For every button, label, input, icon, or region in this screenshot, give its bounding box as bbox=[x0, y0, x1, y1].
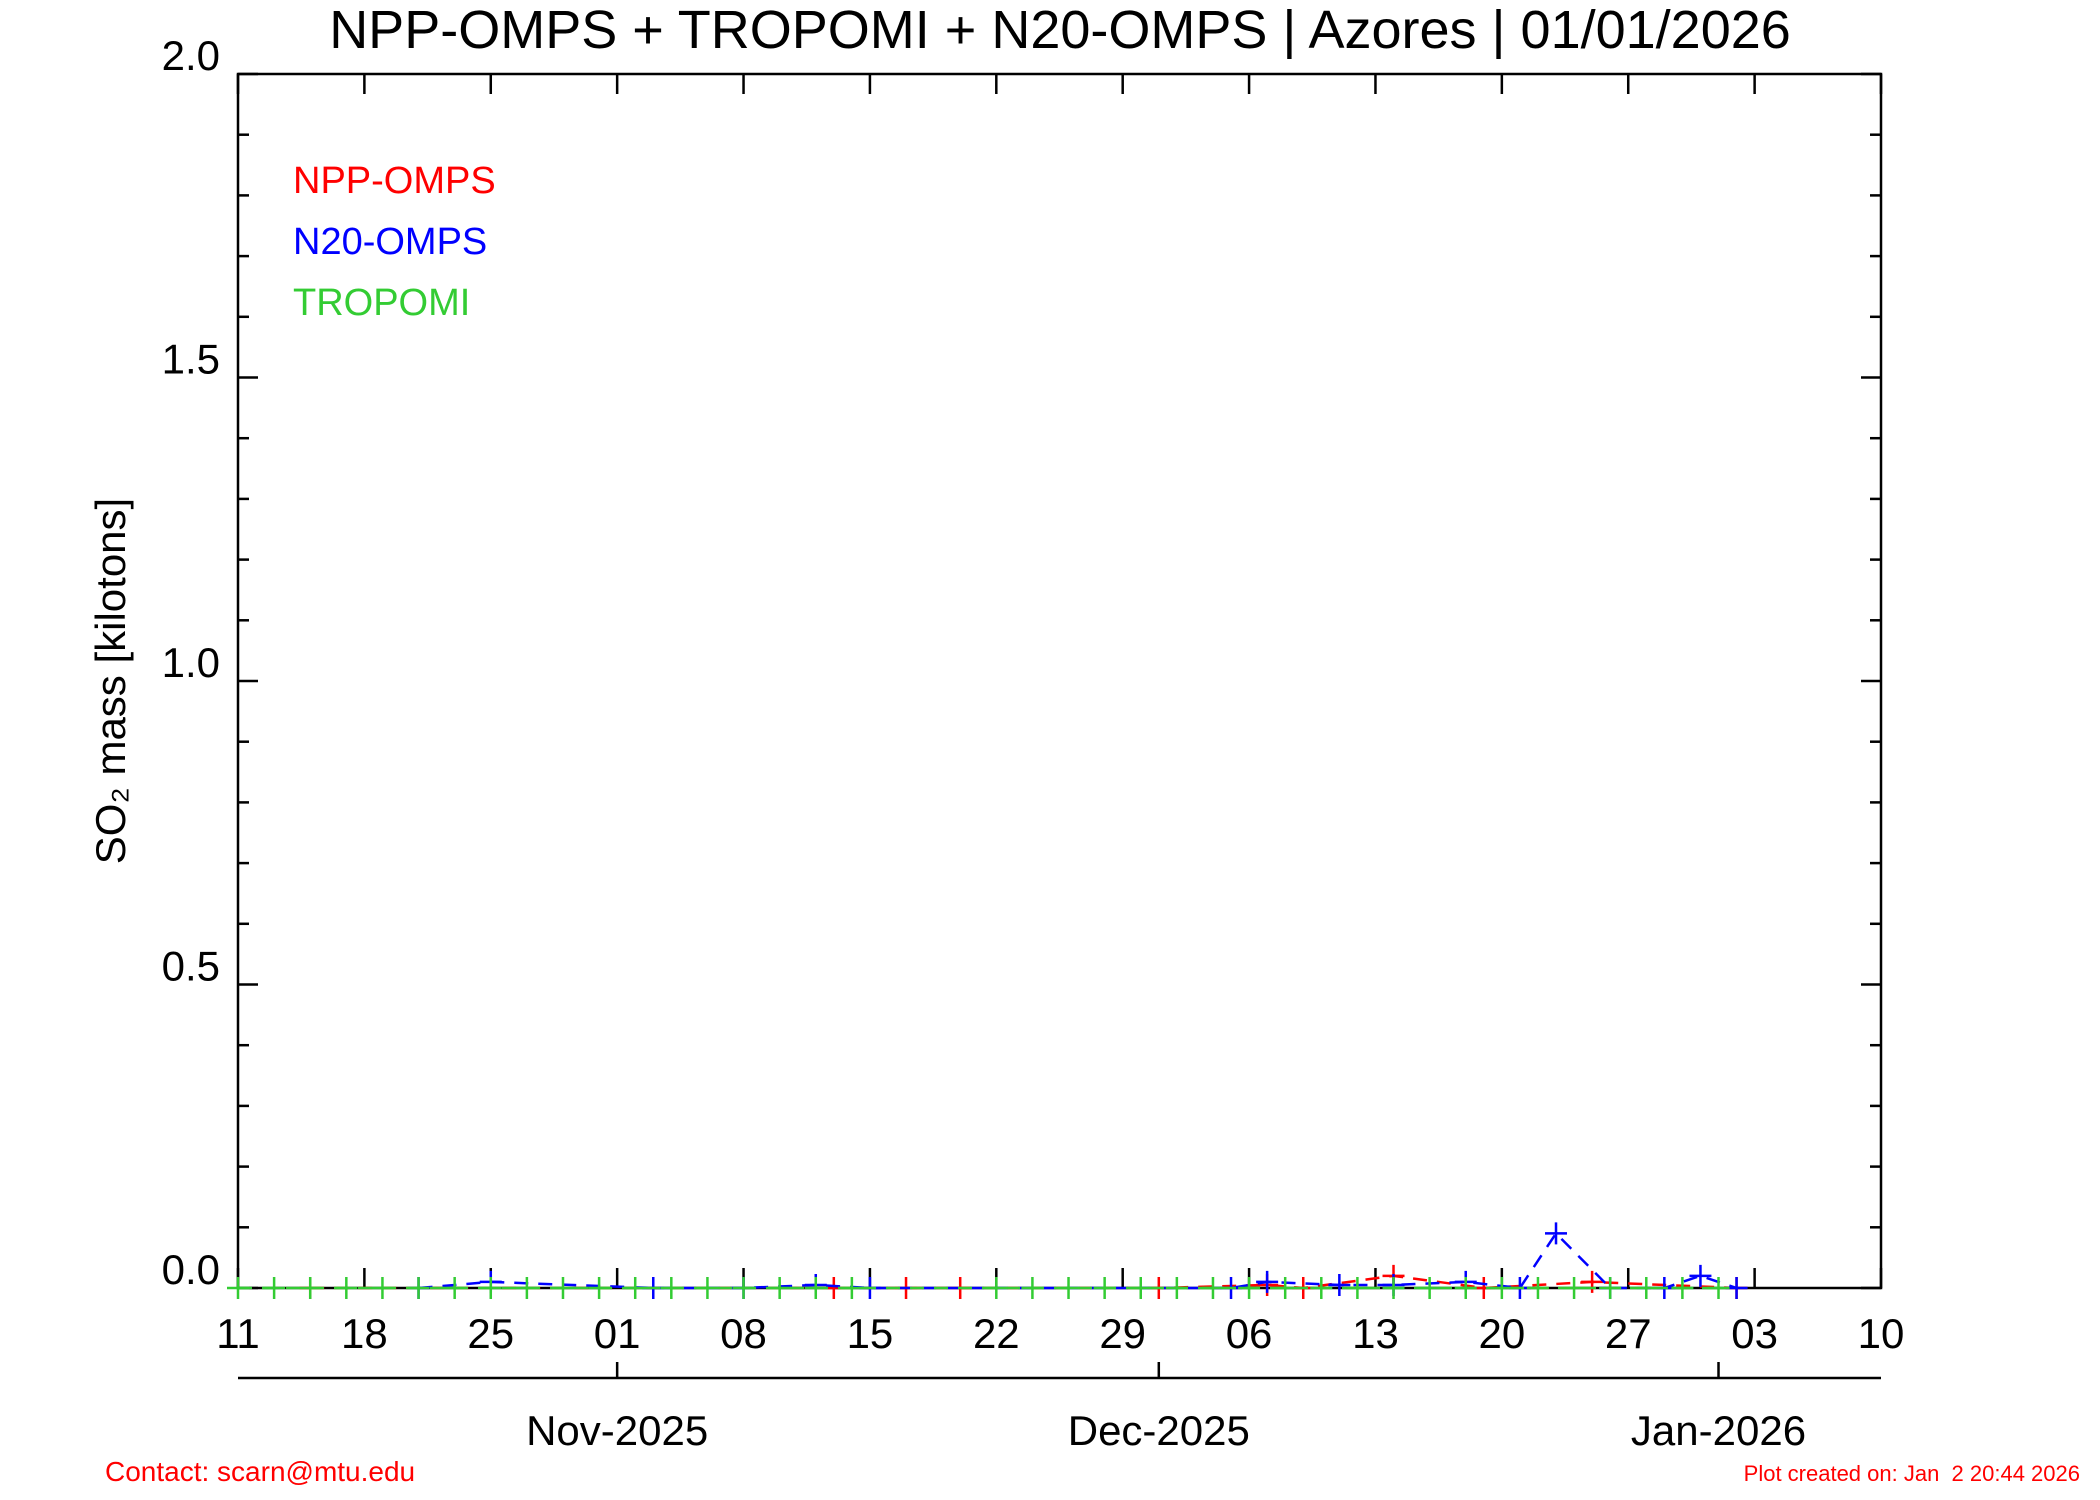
data-marker bbox=[551, 1277, 574, 1299]
data-marker bbox=[1346, 1277, 1369, 1299]
data-marker bbox=[1274, 1277, 1297, 1299]
data-marker bbox=[407, 1277, 430, 1299]
legend-entry: N20-OMPS bbox=[293, 221, 487, 263]
data-marker bbox=[588, 1277, 611, 1299]
data-marker bbox=[840, 1277, 863, 1299]
y-tick-label: 2.0 bbox=[162, 32, 220, 79]
month-label: Nov-2025 bbox=[526, 1407, 708, 1454]
contact-note: Contact: scarn@mtu.edu bbox=[105, 1456, 415, 1487]
data-marker bbox=[263, 1277, 286, 1299]
x-tick-label: 20 bbox=[1478, 1310, 1525, 1357]
data-marker bbox=[1635, 1277, 1658, 1299]
data-marker bbox=[299, 1277, 322, 1299]
x-tick-label: 06 bbox=[1226, 1310, 1273, 1357]
data-marker bbox=[1165, 1277, 1188, 1299]
data-marker bbox=[1545, 1222, 1568, 1245]
y-tick-label: 0.5 bbox=[162, 943, 220, 990]
x-tick-label: 01 bbox=[594, 1310, 641, 1357]
data-marker bbox=[1093, 1277, 1116, 1299]
month-label: Jan-2026 bbox=[1631, 1407, 1806, 1454]
data-marker bbox=[985, 1277, 1008, 1299]
y-tick-label: 0.0 bbox=[162, 1246, 220, 1293]
data-marker bbox=[624, 1277, 647, 1299]
chart-title: NPP-OMPS + TROPOMI + N20-OMPS | Azores |… bbox=[329, 0, 1791, 60]
data-marker bbox=[443, 1277, 466, 1299]
x-tick-label: 03 bbox=[1731, 1310, 1778, 1357]
data-marker bbox=[1689, 1264, 1712, 1287]
data-marker bbox=[1581, 1270, 1604, 1293]
data-marker bbox=[1671, 1277, 1694, 1299]
month-label: Dec-2025 bbox=[1068, 1407, 1250, 1454]
x-tick-label: 27 bbox=[1605, 1310, 1652, 1357]
data-marker bbox=[1129, 1277, 1152, 1299]
data-marker bbox=[1526, 1277, 1549, 1299]
data-marker bbox=[1328, 1273, 1351, 1296]
data-marker bbox=[804, 1277, 827, 1299]
y-tick-label: 1.5 bbox=[162, 336, 220, 383]
x-tick-label: 29 bbox=[1099, 1310, 1146, 1357]
data-marker bbox=[1454, 1277, 1477, 1299]
x-tick-label: 25 bbox=[467, 1310, 514, 1357]
x-tick-label: 10 bbox=[1858, 1310, 1905, 1357]
x-tick-label: 15 bbox=[847, 1310, 894, 1357]
x-tick-label: 22 bbox=[973, 1310, 1020, 1357]
y-tick-label: 1.0 bbox=[162, 639, 220, 686]
x-tick-label: 08 bbox=[720, 1310, 767, 1357]
data-marker bbox=[335, 1277, 358, 1299]
data-marker bbox=[1599, 1277, 1622, 1299]
x-tick-label: 13 bbox=[1352, 1310, 1399, 1357]
data-marker bbox=[1563, 1277, 1586, 1299]
y-axis-label: SO₂ mass [kilotons] bbox=[87, 498, 134, 864]
data-marker bbox=[479, 1277, 502, 1299]
data-marker bbox=[768, 1277, 791, 1299]
data-marker bbox=[1490, 1277, 1513, 1299]
data-marker bbox=[515, 1277, 538, 1299]
data-marker bbox=[1418, 1277, 1441, 1299]
data-marker bbox=[732, 1277, 755, 1299]
created-note: Plot created on: Jan 2 20:44 2026 bbox=[1744, 1461, 2080, 1486]
x-tick-label: 11 bbox=[216, 1310, 260, 1357]
data-marker bbox=[1238, 1277, 1261, 1299]
legend-entry: NPP-OMPS bbox=[293, 160, 496, 202]
data-marker bbox=[1707, 1277, 1730, 1299]
legend-entry: TROPOMI bbox=[293, 282, 470, 324]
data-marker bbox=[696, 1277, 719, 1299]
data-marker bbox=[1021, 1277, 1044, 1299]
data-marker bbox=[660, 1277, 683, 1299]
data-marker bbox=[1256, 1270, 1279, 1293]
data-marker bbox=[227, 1277, 249, 1299]
data-marker bbox=[1057, 1277, 1080, 1299]
data-marker bbox=[1310, 1277, 1333, 1299]
data-marker bbox=[1201, 1277, 1224, 1299]
data-marker bbox=[371, 1277, 394, 1299]
data-marker bbox=[1382, 1277, 1405, 1299]
x-tick-label: 18 bbox=[341, 1310, 388, 1357]
